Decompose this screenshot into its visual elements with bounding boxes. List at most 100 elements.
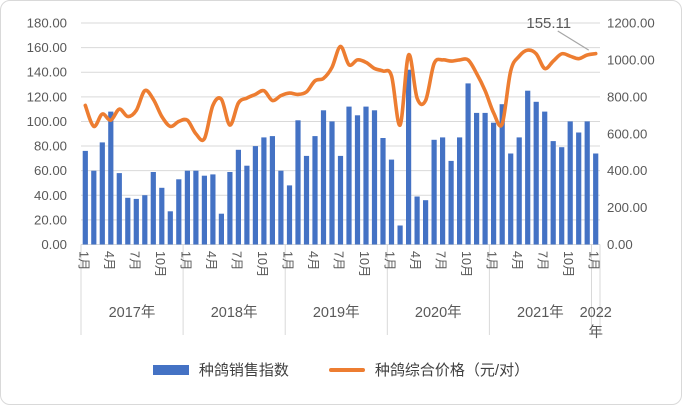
annotation-leader-line: [557, 30, 590, 51]
month-label: 1月: [485, 251, 499, 270]
sales-index-bar: [295, 120, 301, 245]
month-label: 1月: [587, 251, 601, 270]
sales-index-bar: [116, 173, 122, 245]
sales-index-bar: [584, 121, 590, 245]
month-label: 10月: [459, 251, 473, 277]
legend: 种鸽销售指数 种鸽综合价格（元/对）: [1, 359, 681, 380]
month-label: 10月: [561, 251, 575, 277]
year-label-wrap: 年: [588, 324, 603, 341]
left-axis-label: 40.00: [34, 188, 67, 203]
sales-index-bar: [244, 165, 250, 245]
month-label: 4月: [306, 251, 320, 270]
sales-index-bar: [354, 115, 361, 245]
sales-index-bar: [448, 160, 454, 245]
sales-index-bar: [150, 172, 156, 245]
bar-series-swatch-icon: [152, 364, 189, 375]
sales-index-bar: [423, 200, 429, 245]
month-label: 7月: [127, 251, 141, 270]
sales-index-bar: [559, 147, 565, 245]
month-label: 4月: [408, 251, 422, 270]
year-label: 2018年: [211, 304, 258, 321]
sales-index-bar: [576, 132, 582, 245]
right-axis-label: 600.00: [607, 126, 647, 141]
sales-index-bar: [133, 198, 139, 245]
month-label: 10月: [357, 251, 371, 277]
year-label: 2021年: [517, 304, 564, 321]
sales-index-bar: [235, 149, 241, 245]
sales-index-bar: [278, 170, 284, 245]
right-axis-label: 800.00: [607, 89, 647, 104]
month-label: 7月: [536, 251, 550, 270]
sales-index-bar: [457, 137, 463, 245]
sales-index-bar: [218, 213, 224, 245]
month-label: 10月: [153, 251, 167, 277]
sales-index-bar: [320, 110, 327, 245]
right-axis-label: 1000.00: [607, 52, 655, 67]
sales-index-bar: [533, 101, 539, 245]
left-axis-label: 100.00: [27, 114, 67, 129]
sales-index-bar: [99, 142, 105, 245]
sales-index-bar: [269, 136, 275, 245]
sales-index-bar: [508, 153, 514, 245]
right-axis-label: 0.00: [607, 237, 633, 252]
sales-index-bar: [363, 106, 369, 245]
month-label: 7月: [434, 251, 448, 270]
sales-index-bar: [406, 69, 412, 245]
sales-index-bar: [482, 112, 488, 245]
right-axis-label: 200.00: [607, 200, 647, 215]
month-label: 7月: [332, 251, 346, 270]
line-series-swatch-icon: [328, 367, 365, 372]
month-label: 1月: [76, 251, 90, 270]
sales-index-bar: [431, 139, 437, 245]
legend-item-price: 种鸽综合价格（元/对）: [328, 359, 530, 380]
sales-index-bar: [142, 195, 148, 245]
annotation-data-label: 155.11: [526, 15, 571, 32]
month-label: 1月: [383, 251, 397, 270]
month-label: 7月: [229, 251, 243, 270]
sales-index-bar: [371, 110, 378, 245]
sales-index-bar: [397, 225, 403, 245]
sales-index-bar: [108, 111, 114, 245]
sales-index-bar: [593, 153, 599, 245]
sales-index-bar: [465, 83, 471, 245]
sales-index-bar: [414, 196, 420, 245]
sales-index-bar: [550, 141, 556, 245]
sales-index-bar: [388, 159, 395, 245]
sales-index-bar: [252, 146, 258, 245]
sales-index-bar: [193, 170, 199, 245]
left-axis-label: 0.00: [41, 237, 67, 252]
sales-index-bar: [227, 172, 233, 245]
sales-index-bar: [91, 170, 97, 245]
sales-index-bar: [516, 137, 522, 245]
left-axis-label: 60.00: [34, 163, 67, 178]
sales-index-bar: [474, 112, 480, 245]
sales-index-bar: [303, 155, 310, 245]
sales-index-bar: [491, 122, 497, 245]
year-label: 2019年: [313, 304, 360, 321]
legend-label-sales-index: 种鸽销售指数: [198, 362, 289, 379]
month-label: 4月: [102, 251, 116, 270]
sales-index-bar: [176, 179, 182, 245]
sales-index-bar: [167, 211, 173, 245]
sales-index-bar: [286, 185, 293, 245]
sales-index-bar: [329, 121, 335, 245]
sales-index-bar: [210, 174, 216, 245]
sales-index-bar: [567, 121, 573, 245]
sales-index-bar: [346, 106, 352, 245]
month-label: 4月: [510, 251, 524, 270]
legend-label-price: 种鸽综合价格（元/对）: [374, 362, 530, 379]
year-label: 2022: [580, 305, 612, 321]
month-label: 4月: [204, 251, 218, 270]
left-axis-label: 120.00: [27, 89, 67, 104]
sales-index-bar: [337, 155, 344, 245]
month-label: 10月: [255, 251, 269, 277]
price-line: [83, 44, 598, 143]
left-axis-label: 140.00: [27, 65, 67, 80]
sales-index-bar: [159, 187, 165, 245]
year-label: 2020年: [415, 304, 462, 321]
right-axis-label: 400.00: [607, 163, 647, 178]
right-axis-label: 1200.00: [607, 16, 655, 31]
sales-index-bar: [499, 104, 505, 245]
